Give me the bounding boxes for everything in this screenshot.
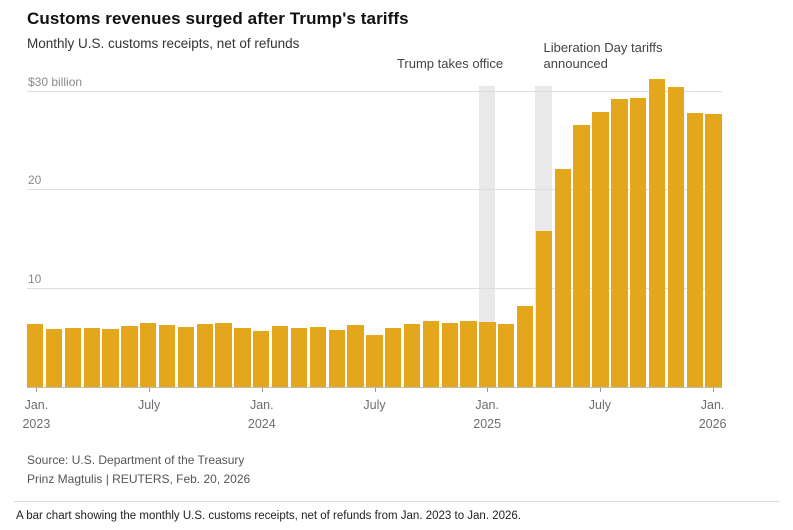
highlight-band xyxy=(478,86,496,387)
chart-bar xyxy=(290,327,308,387)
chart-bar xyxy=(441,323,458,387)
chart-bar xyxy=(403,324,421,387)
annotation-layer: Trump takes office Liberation Day tariffs… xyxy=(27,21,722,77)
x-axis-label: July xyxy=(588,398,612,412)
y-axis-label: 10 xyxy=(28,271,42,286)
chart-title: Customs revenues surged after Trump's ta… xyxy=(27,9,409,28)
tick-mark xyxy=(261,387,263,392)
chart-bar xyxy=(177,326,195,387)
chart-bar xyxy=(498,324,515,387)
chart-subtitle: Monthly U.S. customs receipts, net of re… xyxy=(27,36,300,51)
tick-mark xyxy=(36,387,38,392)
chart-bar xyxy=(686,113,703,387)
y-axis-label: 20 xyxy=(28,173,42,188)
source-line: Source: U.S. Department of the Treasury xyxy=(27,453,245,467)
chart-bar xyxy=(479,322,496,387)
tick-mark xyxy=(712,387,714,392)
chart-bar xyxy=(648,78,666,387)
chart-bar xyxy=(215,323,232,387)
chart-bar xyxy=(705,114,722,387)
chart-bar xyxy=(121,325,138,387)
chart-bar xyxy=(158,325,176,387)
customs-revenue-bar-chart: Trump takes office Liberation Day tariffs… xyxy=(22,40,727,435)
x-axis-label: July xyxy=(363,398,386,412)
x-axis-label: Jan. 2026 xyxy=(698,398,727,431)
tick-mark xyxy=(149,387,151,392)
source-block: Source: U.S. Department of the Treasury … xyxy=(27,451,766,488)
chart-bar xyxy=(366,334,383,387)
chart-bar xyxy=(630,97,647,387)
chart-bar xyxy=(234,327,251,387)
x-axis: Jan. 2023 July Jan. 2024 July Jan. 2025 July J… xyxy=(22,387,727,435)
chart-bar xyxy=(64,327,82,387)
tick-mark xyxy=(487,387,489,392)
chart-bar xyxy=(328,329,345,387)
credit-line: Prinz Magtulis | REUTERS, Feb. 20, 2026 xyxy=(27,471,251,486)
x-axis-baseline xyxy=(27,387,722,388)
chart-bar xyxy=(667,86,685,387)
chart-bar xyxy=(554,168,571,387)
chart-bar xyxy=(45,328,63,387)
x-axis-label: Jan. 2023 xyxy=(22,398,51,431)
bars xyxy=(27,77,722,387)
x-axis-label: July xyxy=(137,398,161,412)
x-axis-label: Jan. 2024 xyxy=(247,398,276,431)
chart-bar xyxy=(196,324,213,387)
alt-text-description: A bar chart showing the monthly U.S. cus… xyxy=(16,510,521,523)
chart-bar xyxy=(516,306,534,387)
chart-bar xyxy=(83,327,100,387)
chart-bar xyxy=(27,324,44,387)
tick-mark xyxy=(599,387,601,392)
chart-bar xyxy=(460,321,477,387)
annotation-label: Liberation Day tariffs announced xyxy=(543,39,663,71)
chart-bar xyxy=(140,323,157,387)
annotation-label: Trump takes office xyxy=(396,55,504,71)
y-axis-label: $30 billion xyxy=(28,74,83,89)
chart-bar xyxy=(271,325,289,387)
x-axis-label: Jan. 2025 xyxy=(473,398,502,431)
chart-bar xyxy=(592,112,609,387)
gridline-20: 20 xyxy=(27,173,722,191)
chart-bar xyxy=(422,321,440,387)
gridline-10: 10 xyxy=(27,272,722,289)
chart-bar xyxy=(309,326,326,387)
tick-mark xyxy=(374,387,376,392)
chart-bar xyxy=(611,98,628,387)
chart-bar xyxy=(385,327,402,387)
chart-bar xyxy=(573,125,590,387)
footer-divider-section: A bar chart showing the monthly U.S. cus… xyxy=(14,501,779,522)
chart-bar xyxy=(347,325,364,387)
plot-area: Trump takes office Liberation Day tariffs… xyxy=(27,40,722,388)
chart-bar xyxy=(102,328,119,387)
chart-bar xyxy=(253,330,270,387)
chart-bar xyxy=(535,230,553,387)
gridline-30: $30 billion xyxy=(27,75,722,92)
